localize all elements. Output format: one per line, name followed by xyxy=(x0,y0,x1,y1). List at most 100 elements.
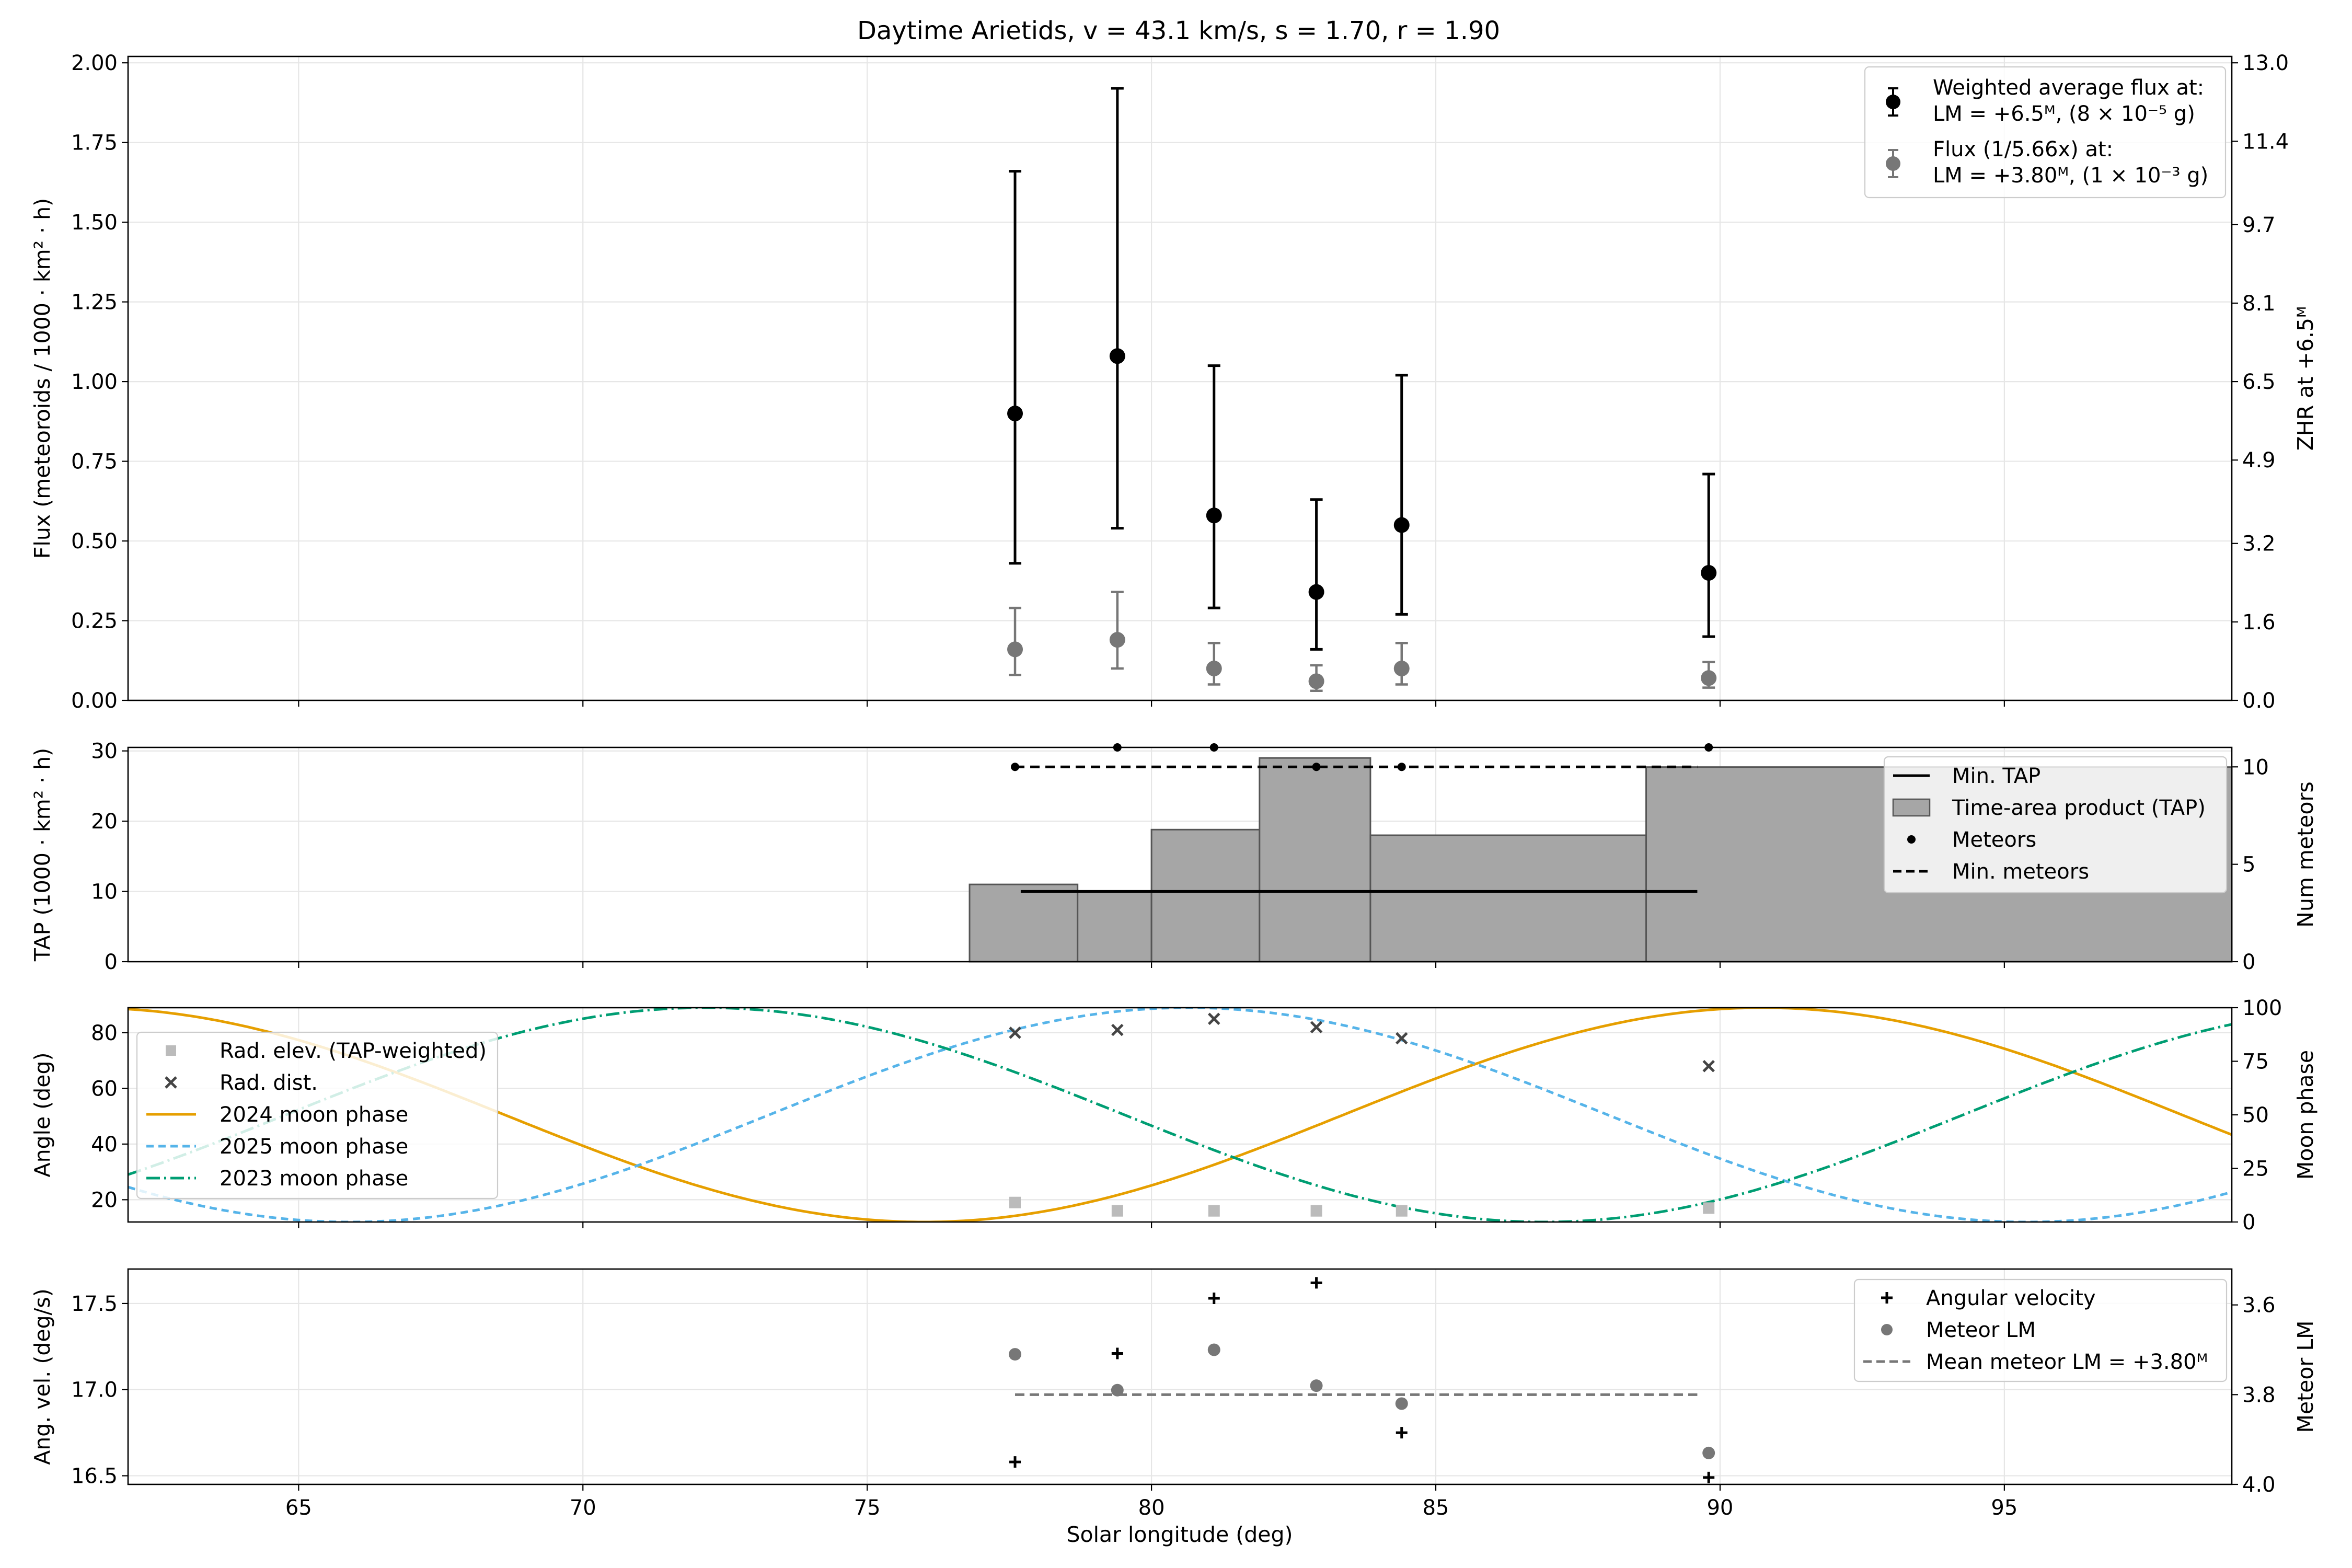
legend-label: Min. meteors xyxy=(1952,860,2089,884)
y-tick-label: 10 xyxy=(91,880,118,904)
meteor-lm-point xyxy=(1702,1446,1715,1459)
legend-box xyxy=(1864,66,2227,199)
x-axis-label: Solar longitude (deg) xyxy=(1066,1522,1293,1547)
rad-dist-point xyxy=(1208,1012,1220,1025)
y-right-tick-label: 11.4 xyxy=(2242,130,2289,154)
y-tick-label: 0.75 xyxy=(71,450,118,474)
legend-box xyxy=(1853,1278,2228,1382)
legend-label: Rad. elev. (TAP-weighted) xyxy=(220,1039,487,1063)
angular-velocity-point xyxy=(1396,1427,1408,1439)
legend-swatch xyxy=(1881,1324,1893,1335)
moon-phase-line xyxy=(128,1008,2232,1222)
y-right-tick-label: 9.7 xyxy=(2242,213,2276,237)
meteor-lm-point xyxy=(1207,1343,1220,1356)
y-tick-label: 17.5 xyxy=(71,1292,118,1316)
rad-dist-point xyxy=(1310,1021,1323,1034)
plot-area-frame xyxy=(127,746,2233,963)
legend-label: Rad. dist. xyxy=(220,1071,318,1095)
legend-label: 2025 moon phase xyxy=(220,1135,408,1159)
weighted-flux-point xyxy=(1701,565,1717,581)
x-tick-label: 70 xyxy=(570,1496,596,1520)
legend-swatch xyxy=(1881,1292,1893,1304)
x-tick-label: 85 xyxy=(1423,1496,1449,1520)
meteor-count-point xyxy=(1312,763,1321,771)
legend-label: Flux (1/5.66x) at: xyxy=(1933,137,2113,162)
x-tick-label: 75 xyxy=(854,1496,881,1520)
weighted-flux-point xyxy=(1007,406,1023,422)
tap-legend: Min. TAP Time-area product (TAP) Meteors Mi… xyxy=(1883,756,2228,894)
rad-elev-point xyxy=(1703,1202,1715,1214)
angular-velocity-point xyxy=(1111,1347,1123,1359)
y-tick-label: 0 xyxy=(105,950,118,974)
rad-elev-point xyxy=(1208,1205,1220,1217)
chart-title: Daytime Arietids, v = 43.1 km/s, s = 1.7… xyxy=(857,16,1500,45)
angular-velocity-point xyxy=(1310,1277,1322,1289)
rad-elev-point xyxy=(1111,1205,1123,1217)
meteor-lm-point xyxy=(1395,1397,1408,1410)
legend-label: Min. TAP xyxy=(1952,764,2040,788)
x-tick-label: 65 xyxy=(285,1496,312,1520)
tap-bar xyxy=(1077,891,1152,963)
y-axis-label: Ang. vel. (deg/s) xyxy=(30,1288,55,1465)
flux-panel: 0.00 0.25 0.50 0.75 1.00 1.25 1.50 1.75 2.00 0.0 1… xyxy=(30,51,2318,713)
legend-swatch xyxy=(1907,835,1916,844)
rad-elev-point xyxy=(1009,1196,1021,1208)
y-tick-label: 80 xyxy=(91,1021,118,1045)
y-right-tick-label: 4.9 xyxy=(2242,448,2276,472)
y-tick-label: 60 xyxy=(91,1077,118,1101)
y-tick-label: 1.50 xyxy=(71,211,118,235)
y-right-axis-label: ZHR at +6.5ᴹ xyxy=(2293,306,2318,451)
rad-elev-point xyxy=(1396,1205,1408,1217)
rad-dist-point xyxy=(1009,1027,1021,1039)
tap-bar xyxy=(1150,828,1261,963)
y-right-tick-label: 13.0 xyxy=(2242,51,2289,75)
angular-velocity-panel: 16.5 17.0 17.5 3.6 3.8 4.0 Ang. vel. (deg/s) Me… xyxy=(30,1268,2318,1520)
tap-bar xyxy=(969,883,1079,963)
meteor-count-point xyxy=(1397,763,1406,771)
y-tick-label: 0.00 xyxy=(71,689,118,713)
legend-label: 2024 moon phase xyxy=(220,1103,408,1127)
tap-bar xyxy=(1369,834,1647,963)
legend-swatch xyxy=(166,1045,176,1056)
meteor-lm-point xyxy=(1111,1383,1124,1397)
x-tick-label: 95 xyxy=(1991,1496,2017,1520)
tap-panel: 0 10 20 30 0 5 10 TAP (1000 · km² · h) Num meteo… xyxy=(30,740,2318,974)
y-tick-label: 1.25 xyxy=(71,291,118,315)
y-right-tick-label: 3.8 xyxy=(2242,1383,2276,1407)
scaled-flux-point xyxy=(1007,641,1023,658)
legend-box xyxy=(136,1031,499,1200)
legend-label: LM = +6.5ᴹ, (8 × 10⁻⁵ g) xyxy=(1933,102,2195,126)
y-right-tick-label: 0 xyxy=(2242,950,2255,974)
y-right-tick-label: 75 xyxy=(2242,1050,2269,1074)
y-tick-label: 2.00 xyxy=(71,51,118,75)
x-tick-label: 90 xyxy=(1707,1496,1733,1520)
y-right-tick-label: 3.6 xyxy=(2242,1294,2276,1318)
legend-swatch xyxy=(165,1076,177,1089)
legend-swatch xyxy=(1892,798,1931,817)
meteor-lm-point xyxy=(1310,1379,1323,1392)
scaled-flux-point xyxy=(1393,661,1410,677)
y-tick-label: 30 xyxy=(91,740,118,764)
y-right-tick-label: 5 xyxy=(2242,853,2255,877)
angular-velocity-point xyxy=(1208,1293,1220,1305)
y-tick-label: 1.75 xyxy=(71,131,118,155)
y-axis-label: TAP (1000 · km² · h) xyxy=(30,748,55,962)
legend-label: Time-area product (TAP) xyxy=(1952,796,2206,820)
y-tick-label: 16.5 xyxy=(71,1465,118,1489)
y-right-axis-label: Moon phase xyxy=(2293,1050,2318,1180)
legend-label: Weighted average flux at: xyxy=(1933,76,2204,100)
scaled-flux-point xyxy=(1109,632,1125,648)
y-tick-label: 0.25 xyxy=(71,609,118,633)
y-right-tick-label: 3.2 xyxy=(2242,532,2276,556)
y-axis-label: Flux (meteoroids / 1000 · km² · h) xyxy=(30,198,55,559)
legend-label: Meteor LM xyxy=(1926,1318,2036,1342)
y-tick-label: 40 xyxy=(91,1133,118,1157)
legend-box xyxy=(1883,756,2228,894)
angular-velocity-point xyxy=(1703,1471,1715,1483)
y-right-tick-label: 1.6 xyxy=(2242,610,2276,635)
x-tick-label: 80 xyxy=(1138,1496,1165,1520)
meteor-lm-point xyxy=(1009,1348,1022,1361)
plot-area-frame xyxy=(127,1268,2233,1485)
angle-legend: Rad. elev. (TAP-weighted) Rad. dist. 2024 … xyxy=(136,1031,499,1200)
scaled-flux-point xyxy=(1206,661,1222,677)
